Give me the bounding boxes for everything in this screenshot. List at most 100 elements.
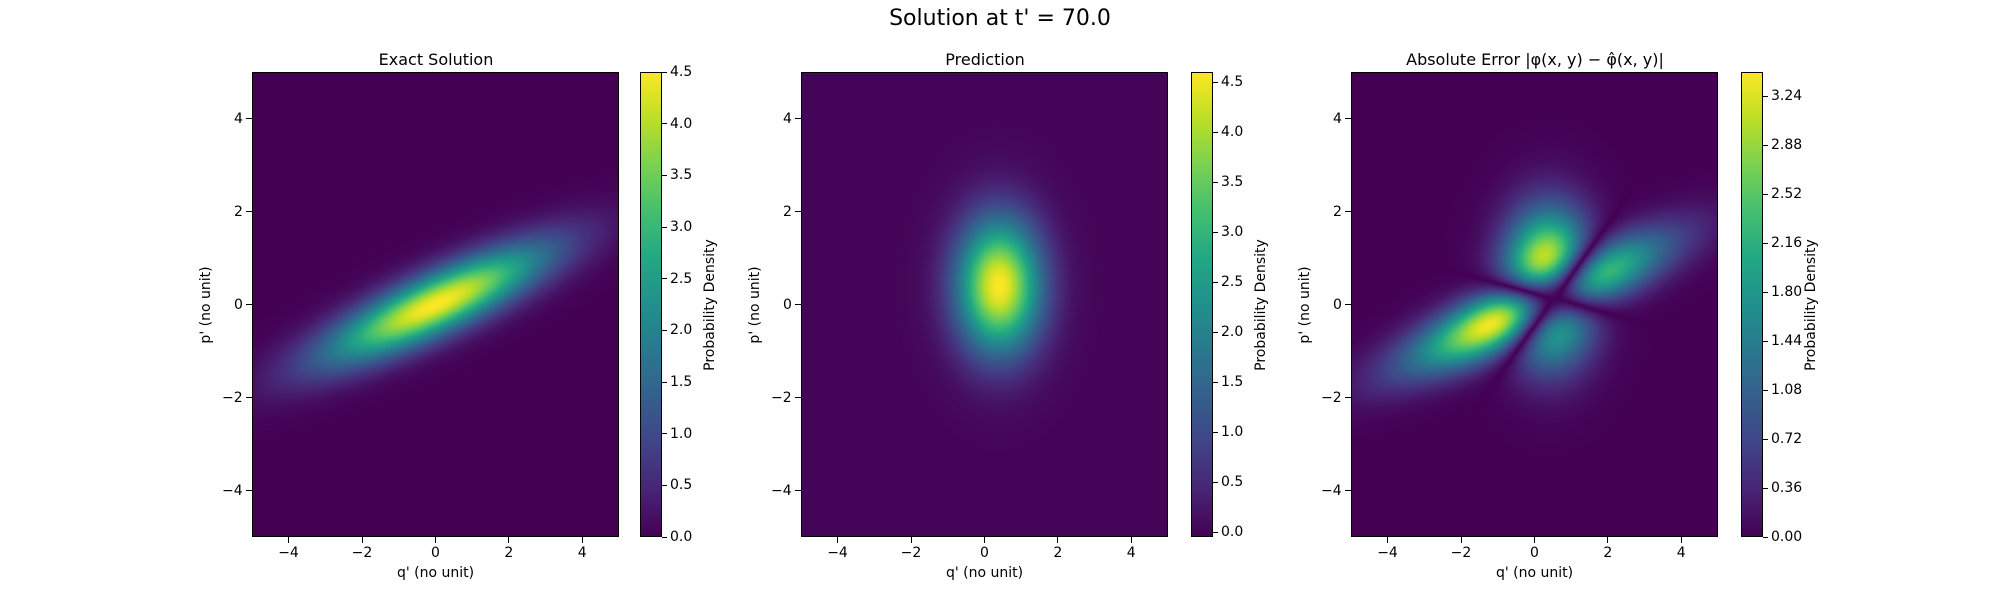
colorbar-tick	[1213, 81, 1218, 83]
colorbar-tick	[662, 381, 667, 383]
colorbar-tick	[1213, 331, 1218, 333]
y-tick-label: 0	[783, 296, 792, 313]
x-axis-label-exact: q' (no unit)	[396, 565, 475, 581]
colorbar-label-exact: Probability Density	[702, 238, 718, 371]
colorbar-tick-label: 1.0	[1221, 424, 1244, 440]
y-tick	[795, 211, 801, 212]
y-tick	[246, 397, 252, 398]
colorbar-tick	[1763, 389, 1768, 391]
x-tick-label: 0	[431, 545, 440, 561]
colorbar-tick	[1763, 193, 1768, 195]
heatmap-absolute-error	[1351, 72, 1718, 537]
y-tick-label: −2	[1321, 389, 1342, 406]
colorbar-tick	[1213, 431, 1218, 433]
y-tick-label: −4	[771, 482, 792, 499]
y-tick-label: −2	[222, 389, 243, 406]
y-tick	[1345, 397, 1351, 398]
colorbar-tick	[1213, 231, 1218, 233]
colorbar-tick-label: 2.16	[1771, 235, 1803, 252]
colorbar-prediction	[1191, 72, 1213, 537]
colorbar-tick	[662, 433, 667, 435]
y-tick	[795, 118, 801, 119]
y-tick	[246, 211, 252, 212]
heatmap-prediction	[801, 72, 1168, 537]
colorbar-tick-label: 2.5	[670, 270, 693, 287]
colorbar-tick-label: 2.52	[1771, 186, 1803, 203]
colorbar-tick-label: 2.0	[670, 322, 693, 339]
x-tick-label: −2	[351, 545, 373, 561]
colorbar-tick-label: 1.5	[670, 374, 693, 390]
colorbar-tick-label: 1.44	[1771, 333, 1803, 350]
colorbar-label-prediction: Probability Density	[1253, 238, 1269, 371]
x-tick	[1460, 537, 1462, 543]
x-tick-label: −2	[1450, 545, 1472, 561]
x-tick-label: −4	[827, 545, 848, 561]
colorbar-tick	[1213, 381, 1218, 383]
colorbar-tick-label: 0.00	[1771, 529, 1803, 545]
x-tick	[1057, 537, 1059, 543]
x-tick-label: 4	[1676, 545, 1686, 561]
colorbar-tick	[1213, 131, 1218, 133]
x-tick	[1680, 537, 1682, 543]
y-tick-label: 2	[1333, 203, 1342, 220]
colorbar-tick	[662, 226, 667, 228]
y-axis-label-absolute-error: p' (no unit)	[1297, 265, 1313, 344]
y-tick	[795, 397, 801, 398]
figure-title: Solution at t' = 70.0	[889, 6, 1111, 31]
colorbar-tick-label: 3.24	[1771, 88, 1803, 105]
colorbar-tick	[662, 71, 667, 73]
x-tick	[508, 537, 510, 543]
colorbar-tick	[662, 123, 667, 125]
colorbar-tick	[1213, 481, 1218, 483]
colorbar-tick	[662, 329, 667, 331]
colorbar-tick-label: 0.5	[1221, 474, 1244, 490]
colorbar-tick	[1763, 291, 1768, 293]
colorbar-tick-label: 3.5	[670, 167, 693, 184]
colorbar-tick-label: 3.0	[1221, 224, 1244, 240]
x-tick-label: 0	[1530, 545, 1539, 561]
y-tick-label: 2	[783, 203, 792, 220]
y-tick-label: −2	[771, 389, 792, 406]
x-tick-label: −4	[278, 545, 299, 561]
colorbar-tick-label: 4.0	[670, 115, 693, 132]
colorbar-exact	[640, 72, 662, 537]
colorbar-tick-label: 4.0	[1221, 124, 1244, 140]
colorbar-tick-label: 3.5	[1221, 174, 1244, 190]
colorbar-tick	[662, 174, 667, 176]
x-tick-label: 0	[980, 545, 989, 561]
colorbar-tick-label: 0.5	[670, 477, 693, 494]
y-tick-label: 4	[783, 110, 792, 127]
x-tick	[910, 537, 912, 543]
colorbar-tick	[1763, 536, 1768, 538]
y-tick	[246, 490, 252, 491]
colorbar-tick	[662, 536, 667, 538]
y-tick-label: −4	[1321, 482, 1342, 499]
x-tick-label: 2	[1053, 545, 1063, 561]
colorbar-tick	[1213, 281, 1218, 283]
x-tick	[984, 537, 985, 543]
x-tick	[435, 537, 436, 543]
x-tick	[361, 537, 363, 543]
colorbar-tick	[1763, 340, 1768, 342]
colorbar-tick	[1763, 487, 1768, 489]
colorbar-tick-label: 1.08	[1771, 382, 1803, 399]
colorbar-tick-label: 0.0	[670, 529, 693, 545]
x-axis-label-prediction: q' (no unit)	[945, 565, 1024, 581]
y-tick-label: 4	[1333, 110, 1342, 127]
y-tick-label: 0	[234, 296, 243, 313]
x-tick-label: 2	[1603, 545, 1613, 561]
colorbar-tick	[662, 484, 667, 486]
x-tick-label: −2	[900, 545, 922, 561]
colorbar-tick-label: 0.72	[1771, 431, 1803, 448]
colorbar-tick	[662, 278, 667, 280]
x-tick-label: −4	[1377, 545, 1398, 561]
colorbar-tick-label: 0.0	[1221, 524, 1244, 540]
panel-title-exact: Exact Solution	[378, 50, 494, 69]
y-tick-label: −4	[222, 482, 243, 499]
colorbar-tick-label: 4.5	[1221, 74, 1244, 90]
panel-title-prediction: Prediction	[945, 50, 1025, 69]
heatmap-exact-solution	[252, 72, 619, 537]
x-tick	[288, 537, 290, 543]
y-axis-label-exact: p' (no unit)	[198, 265, 214, 344]
